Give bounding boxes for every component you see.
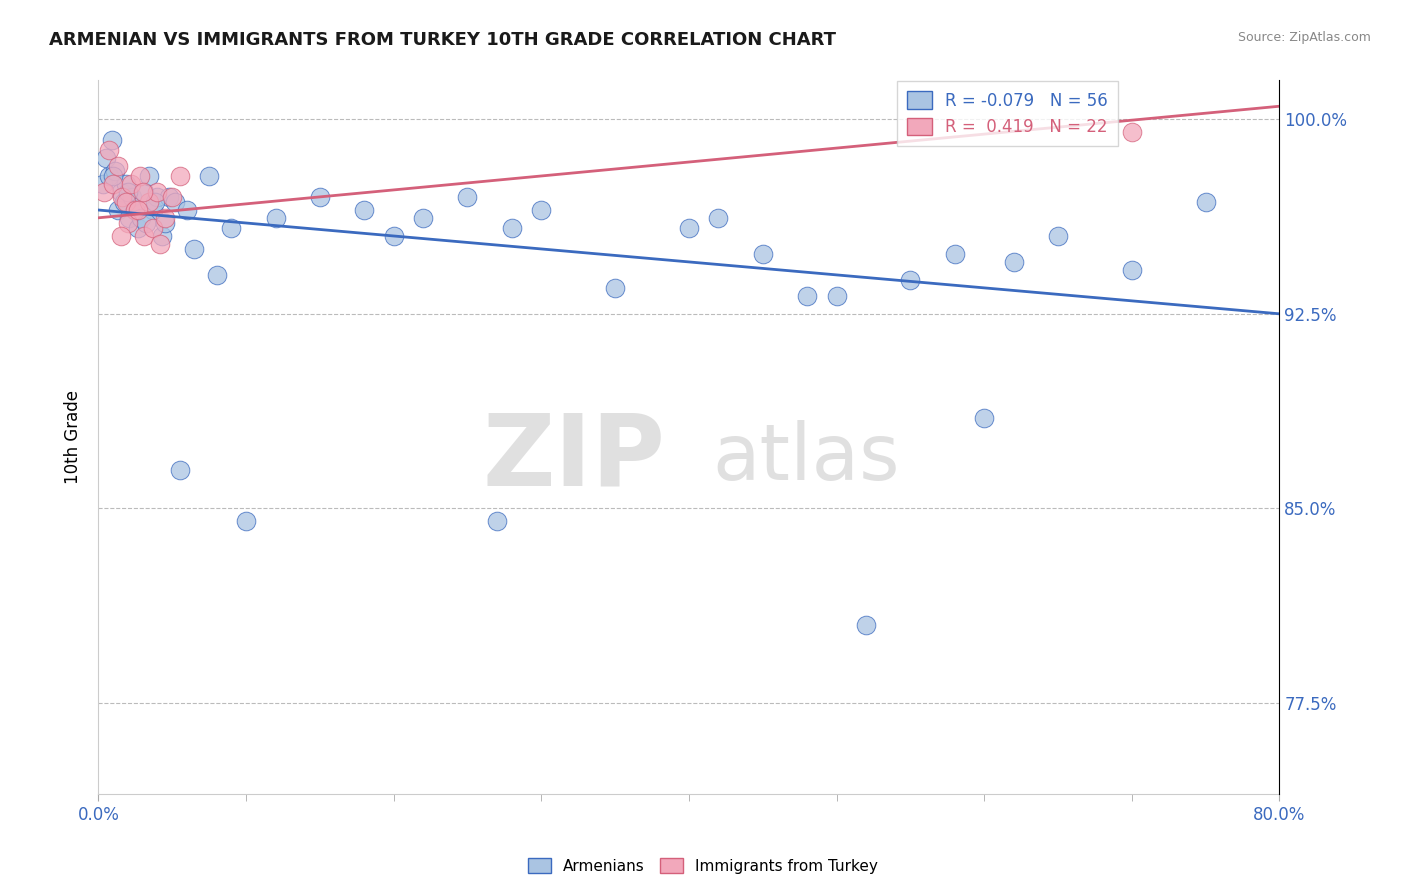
Point: [112, 195, 135, 210]
Text: Source: ZipAtlas.com: Source: ZipAtlas.com: [1237, 31, 1371, 45]
Point: [142, 221, 165, 235]
Y-axis label: 10th Grade: 10th Grade: [65, 390, 83, 484]
Point: [143, 195, 166, 210]
Point: [943, 247, 966, 261]
Point: [486, 515, 509, 529]
Point: [103, 177, 125, 191]
Point: [127, 221, 149, 235]
Point: [111, 190, 134, 204]
Legend: Armenians, Immigrants from Turkey: Armenians, Immigrants from Turkey: [522, 852, 884, 880]
Point: [115, 177, 138, 191]
Point: [1121, 125, 1143, 139]
Point: [1046, 229, 1069, 244]
Point: [162, 190, 183, 204]
Point: [91, 177, 114, 191]
Point: [120, 177, 142, 191]
Point: [115, 195, 138, 210]
Point: [150, 229, 173, 244]
Text: ARMENIAN VS IMMIGRANTS FROM TURKEY 10TH GRADE CORRELATION CHART: ARMENIAN VS IMMIGRANTS FROM TURKEY 10TH …: [49, 31, 837, 49]
Point: [138, 169, 160, 184]
Point: [107, 202, 129, 217]
Point: [127, 202, 149, 217]
Point: [751, 247, 773, 261]
Point: [165, 195, 187, 210]
Point: [134, 229, 156, 244]
Point: [1121, 262, 1143, 277]
Point: [94, 151, 117, 165]
Point: [169, 462, 191, 476]
Point: [1195, 195, 1218, 210]
Point: [100, 133, 122, 147]
Point: [118, 211, 141, 225]
Point: [149, 236, 172, 251]
Point: [103, 169, 125, 184]
Point: [121, 190, 143, 204]
Point: [124, 202, 146, 217]
Point: [117, 216, 139, 230]
Legend: R = -0.079   N = 56, R =  0.419   N = 22: R = -0.079 N = 56, R = 0.419 N = 22: [897, 81, 1118, 146]
Point: [678, 221, 700, 235]
Point: [146, 185, 169, 199]
Point: [132, 185, 155, 199]
Point: [205, 268, 228, 282]
Point: [1002, 255, 1025, 269]
Point: [153, 211, 176, 225]
Point: [707, 211, 730, 225]
Point: [110, 229, 132, 244]
Text: ZIP: ZIP: [482, 410, 665, 507]
Point: [134, 185, 156, 199]
Point: [198, 169, 221, 184]
Point: [796, 288, 818, 302]
Point: [135, 216, 157, 230]
Text: atlas: atlas: [713, 420, 900, 497]
Point: [353, 202, 375, 217]
Point: [530, 202, 553, 217]
Point: [235, 515, 257, 529]
Point: [221, 221, 243, 235]
Point: [157, 190, 180, 204]
Point: [501, 221, 523, 235]
Point: [93, 185, 115, 199]
Point: [104, 164, 127, 178]
Point: [146, 190, 169, 204]
Point: [117, 185, 139, 199]
Point: [97, 144, 120, 158]
Point: [107, 159, 129, 173]
Point: [973, 410, 995, 425]
Point: [412, 211, 434, 225]
Point: [124, 202, 146, 217]
Point: [169, 169, 191, 184]
Point: [138, 195, 160, 210]
Point: [176, 202, 198, 217]
Point: [456, 190, 478, 204]
Point: [382, 229, 405, 244]
Point: [264, 211, 287, 225]
Point: [128, 169, 150, 184]
Point: [605, 281, 627, 295]
Point: [153, 216, 176, 230]
Point: [855, 618, 877, 632]
Point: [309, 190, 332, 204]
Point: [900, 273, 922, 287]
Point: [110, 185, 132, 199]
Point: [825, 288, 848, 302]
Point: [97, 169, 120, 184]
Point: [129, 211, 152, 225]
Point: [142, 202, 165, 217]
Point: [183, 242, 205, 256]
